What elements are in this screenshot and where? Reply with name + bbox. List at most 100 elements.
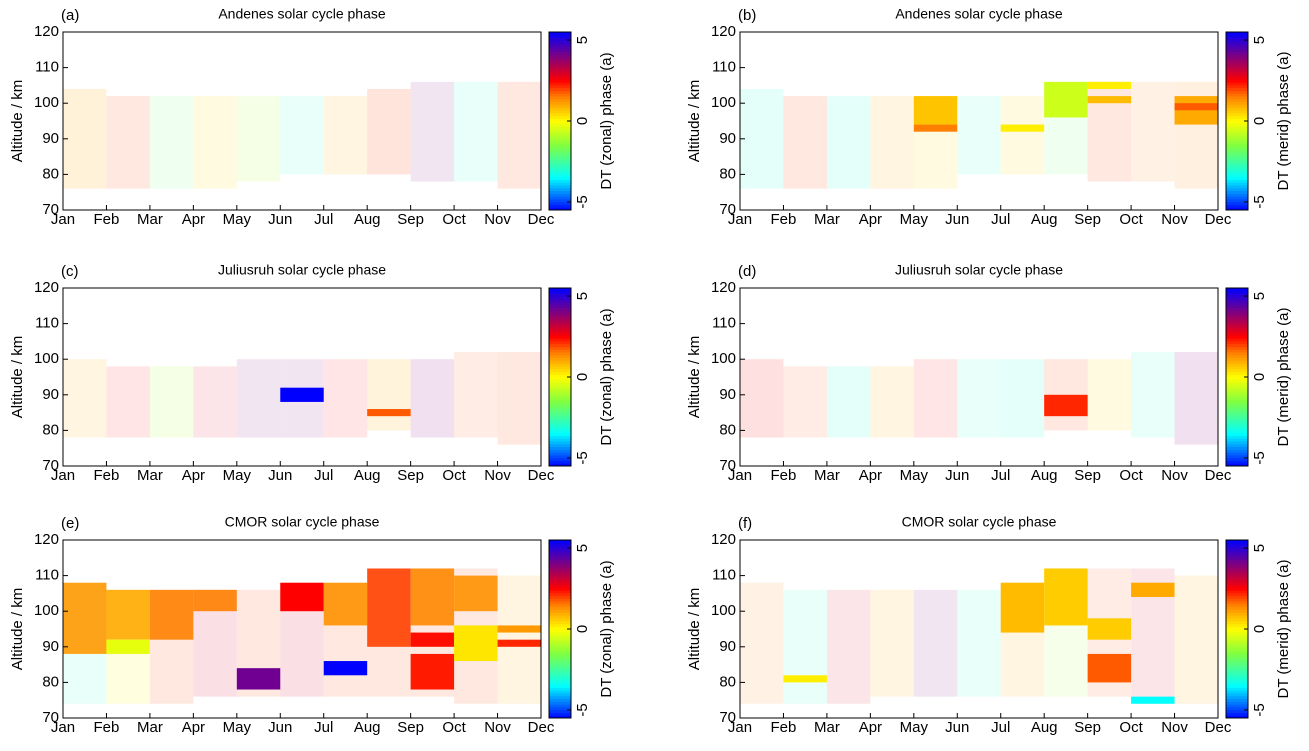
- cell: [826, 96, 871, 189]
- colorbar-step: [549, 432, 571, 436]
- colorbar-step: [549, 706, 571, 711]
- colorbar-step: [549, 176, 571, 180]
- x-tick-label: Nov: [1161, 211, 1188, 228]
- colorbar-step: [549, 40, 571, 44]
- colorbar-step: [549, 407, 571, 411]
- colorbar-step: [1226, 385, 1248, 389]
- y-tick-label: 110: [35, 59, 59, 76]
- y-axis-label: Altitude / km: [686, 80, 703, 163]
- x-tick-label: May: [223, 719, 252, 736]
- cell: [1044, 568, 1088, 626]
- colorbar-step: [1226, 184, 1248, 189]
- colorbar-step: [1226, 84, 1248, 89]
- y-tick-label: 110: [35, 567, 59, 584]
- colorbar-step: [549, 171, 571, 175]
- cell: [957, 359, 1001, 438]
- colorbar-step: [549, 168, 571, 172]
- colorbar-step: [549, 363, 571, 367]
- colorbar-step: [549, 304, 571, 308]
- colorbar-step: [549, 435, 571, 439]
- cell: [410, 81, 455, 182]
- cell: [280, 96, 324, 175]
- colorbar-step: [549, 404, 571, 409]
- colorbar-label: DT (merid) phase (a): [1275, 52, 1292, 191]
- cell: [1000, 96, 1045, 175]
- colorbar-step: [549, 65, 571, 69]
- x-tick-label: Oct: [1119, 211, 1143, 228]
- colorbar-step: [549, 413, 571, 417]
- colorbar-tick-label: 5: [1251, 36, 1268, 44]
- cell: [454, 81, 498, 182]
- colorbar-step: [549, 592, 571, 597]
- x-tick-label: Mar: [137, 211, 163, 228]
- y-tick-label: 120: [711, 23, 736, 40]
- y-tick-label: 70: [719, 709, 736, 726]
- plot-frame: [739, 287, 1219, 467]
- x-tick-label: Jun: [945, 719, 969, 736]
- x-tick-label: Sep: [1074, 719, 1101, 736]
- colorbar-step: [1226, 65, 1248, 69]
- y-tick-label: 100: [711, 94, 736, 111]
- cell: [1000, 124, 1045, 132]
- x-tick-label: May: [900, 467, 929, 484]
- colorbar-step: [549, 132, 571, 136]
- cell: [1087, 96, 1132, 104]
- colorbar-step: [549, 617, 571, 622]
- x-tick-label: Jun: [268, 719, 292, 736]
- colorbar-step: [1226, 315, 1248, 320]
- colorbar-step: [549, 460, 571, 464]
- x-tick-label: Jul: [314, 211, 333, 228]
- colorbar-tick-label: -5: [1251, 703, 1268, 716]
- colorbar-step: [549, 438, 571, 442]
- colorbar-step: [1226, 432, 1248, 436]
- colorbar-step: [549, 576, 571, 580]
- colorbar-step: [1226, 112, 1248, 116]
- colorbar-step: [1226, 360, 1248, 364]
- colorbar-step: [1226, 73, 1248, 77]
- colorbar-step: [549, 440, 571, 445]
- colorbar-label: DT (zonal) phase (a): [598, 560, 615, 697]
- colorbar-step: [1226, 143, 1248, 147]
- colorbar-step: [1226, 570, 1248, 574]
- colorbar-step: [549, 193, 571, 197]
- y-tick-label: 100: [711, 602, 736, 619]
- colorbar-step: [1226, 584, 1248, 588]
- colorbar-step: [549, 335, 571, 339]
- colorbar-step: [1226, 421, 1248, 425]
- colorbar-step: [549, 715, 571, 719]
- colorbar-step: [1226, 318, 1248, 322]
- colorbar-step: [1226, 545, 1248, 549]
- colorbar-step: [549, 321, 571, 325]
- colorbar-step: [549, 299, 571, 303]
- colorbar-step: [549, 48, 571, 52]
- cell: [454, 352, 498, 438]
- y-tick-label: 100: [34, 350, 59, 367]
- colorbar-step: [549, 73, 571, 77]
- cell: [367, 568, 411, 647]
- colorbar-step: [549, 368, 571, 372]
- colorbar-step: [1226, 173, 1248, 178]
- cell: [1000, 359, 1045, 438]
- x-tick-label: Aug: [354, 211, 381, 228]
- colorbar-tick-label: 5: [574, 544, 591, 552]
- colorbar-step: [1226, 712, 1248, 716]
- colorbar-step: [549, 343, 571, 347]
- cell: [63, 88, 107, 189]
- y-tick-label: 120: [34, 531, 59, 548]
- cell: [410, 632, 455, 647]
- colorbar-step: [549, 307, 571, 311]
- x-tick-label: Mar: [814, 211, 840, 228]
- colorbar-step: [1226, 706, 1248, 711]
- x-tick-label: Oct: [1119, 719, 1143, 736]
- colorbar-step: [549, 656, 571, 661]
- colorbar-step: [549, 70, 571, 75]
- colorbar-step: [1226, 151, 1248, 155]
- cell: [870, 366, 914, 438]
- x-tick-label: Aug: [1031, 211, 1058, 228]
- colorbar-step: [549, 98, 571, 103]
- colorbar-step: [549, 109, 571, 114]
- colorbar-step: [1226, 115, 1248, 119]
- colorbar-step: [1226, 704, 1248, 708]
- cell: [1087, 618, 1132, 640]
- colorbar-step: [549, 296, 571, 300]
